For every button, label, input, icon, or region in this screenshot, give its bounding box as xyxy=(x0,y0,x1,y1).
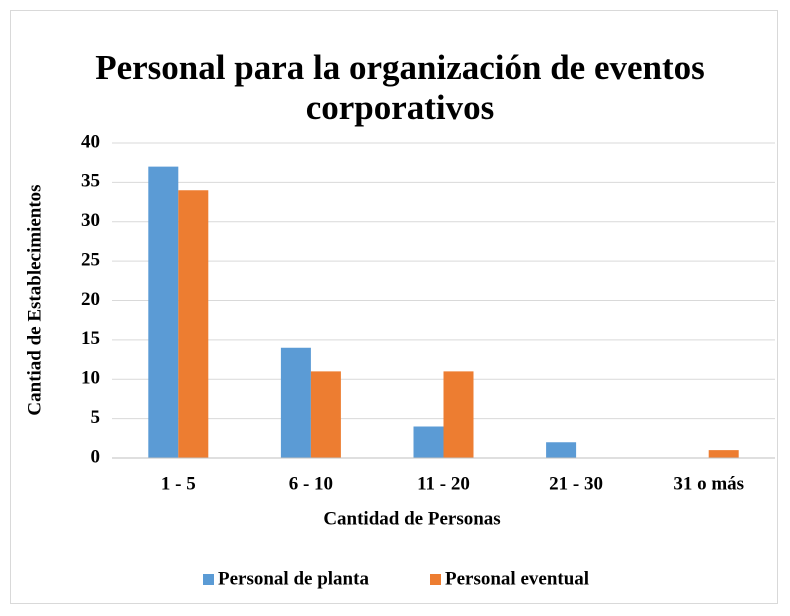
bar xyxy=(708,450,739,458)
y-tick-label: 25 xyxy=(81,249,100,270)
x-tick-label: 1 - 5 xyxy=(161,473,196,494)
x-tick-label: 21 - 30 xyxy=(549,473,603,494)
y-tick-label: 20 xyxy=(81,289,100,310)
bar xyxy=(280,347,311,458)
chart-title: Personal para la organización de eventos… xyxy=(95,48,705,127)
y-tick-label: 35 xyxy=(81,171,100,192)
legend-swatch xyxy=(203,574,214,585)
bar xyxy=(546,442,577,458)
bar xyxy=(443,371,474,458)
x-tick-label: 6 - 10 xyxy=(289,473,333,494)
legend-swatch xyxy=(430,574,441,585)
y-tick-label: 15 xyxy=(81,328,100,349)
x-tick-label: 11 - 20 xyxy=(417,473,470,494)
legend-label: Personal de planta xyxy=(218,568,369,589)
bar xyxy=(413,426,444,458)
x-axis-label: Cantidad de Personas xyxy=(323,508,500,529)
bar xyxy=(310,371,341,458)
legend-label: Personal eventual xyxy=(445,568,589,589)
y-tick-label: 40 xyxy=(81,131,100,152)
y-tick-label: 10 xyxy=(81,368,100,389)
bar xyxy=(178,190,209,458)
chart-frame xyxy=(10,10,778,604)
bar xyxy=(148,166,179,458)
x-tick-label: 31 o más xyxy=(673,473,744,494)
y-axis-label: Cantiad de Establecimientos xyxy=(24,184,45,415)
y-tick-label: 0 xyxy=(91,446,101,467)
y-tick-label: 5 xyxy=(91,407,101,428)
y-tick-label: 30 xyxy=(81,210,100,231)
